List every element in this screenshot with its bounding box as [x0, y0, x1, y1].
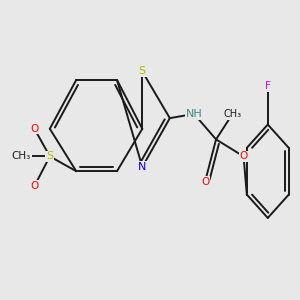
- Text: F: F: [265, 81, 271, 91]
- Text: O: O: [30, 124, 38, 134]
- Text: CH₃: CH₃: [224, 109, 242, 119]
- Text: NH: NH: [186, 109, 202, 119]
- Text: CH₃: CH₃: [12, 152, 31, 161]
- Text: O: O: [201, 177, 209, 187]
- Text: O: O: [239, 152, 248, 161]
- Text: S: S: [139, 66, 146, 76]
- Text: S: S: [46, 152, 53, 161]
- Text: N: N: [138, 162, 146, 172]
- Text: O: O: [30, 181, 38, 191]
